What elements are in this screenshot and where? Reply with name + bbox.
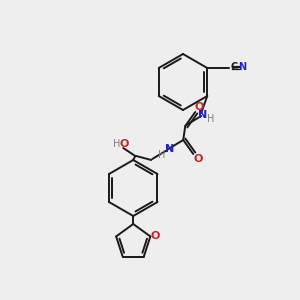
Text: H: H <box>207 114 214 124</box>
Text: O: O <box>195 102 204 112</box>
Text: N: N <box>238 62 246 72</box>
Text: N: N <box>165 144 174 154</box>
Text: N: N <box>198 110 207 120</box>
Text: O: O <box>120 139 129 149</box>
Text: O: O <box>194 154 203 164</box>
Text: C: C <box>231 62 238 72</box>
Text: H: H <box>158 150 165 160</box>
Text: O: O <box>151 231 160 242</box>
Text: H: H <box>112 139 120 149</box>
